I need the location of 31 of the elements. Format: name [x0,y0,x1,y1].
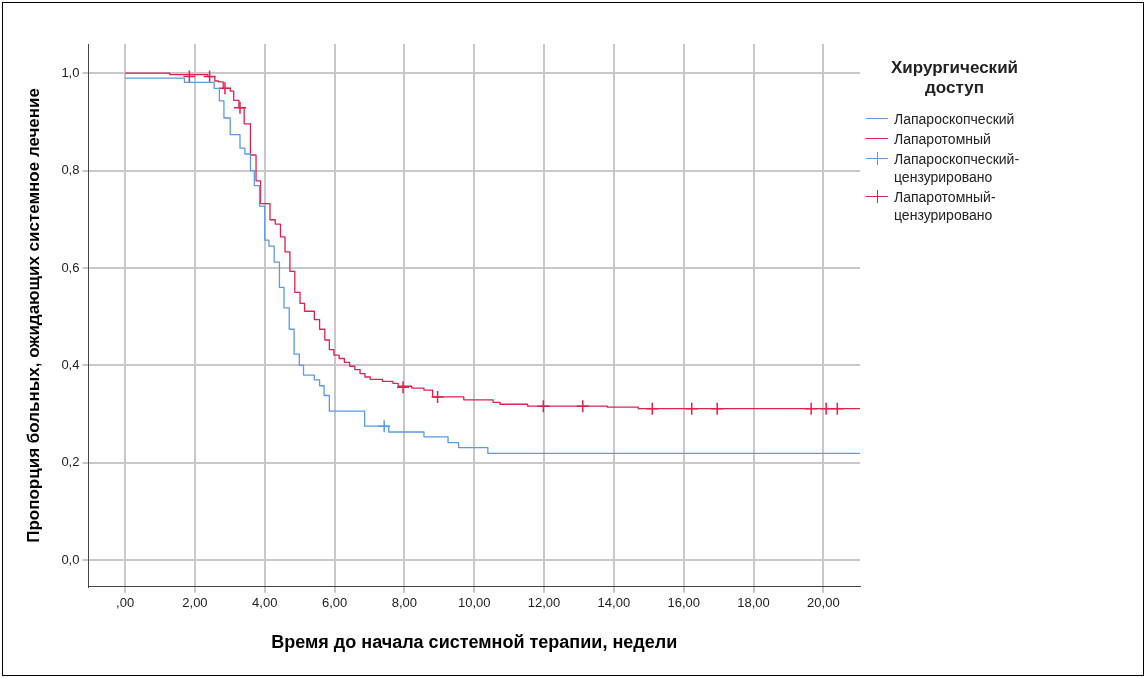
legend-label: Лапаротомный-цензурировано [894,188,997,224]
y-tick-label: 0,4 [61,356,80,372]
y-tick-label: 0,8 [61,162,80,178]
point [233,101,247,115]
point [536,399,551,413]
point [396,380,410,394]
x-axis-title: Время до начала системной терапии, недели [271,632,678,653]
x-tick-label: 12,00 [527,595,561,611]
y-axis-title: Пропорция больных, ожидающих системное лечение [23,88,43,543]
x-tick-label: 10,00 [457,595,491,611]
y-tick-label: 0,2 [61,454,80,470]
x-tick-label: 14,00 [597,595,631,611]
x-tick-label: 20,00 [807,595,840,611]
legend-title: Хирургический доступ [889,58,1020,98]
x-tick-label: 8,00 [391,595,418,611]
x-tick-label: 4,00 [252,595,278,611]
x-tick-label: 2,00 [182,595,208,611]
x-tick-label: 6,00 [321,595,348,611]
legend-label: Лапароскопческий-цензурировано [894,150,1021,186]
y-tick-label: 0,0 [61,551,80,567]
x-tick-label: ,00 [116,595,135,611]
point [182,69,197,84]
x-tick-label: 16,00 [667,595,700,611]
y-tick-label: 1,0 [61,64,80,80]
x-tick-label: 18,00 [737,595,770,611]
legend-label: Лапароскопческий [894,110,1015,128]
point [377,419,391,433]
point [202,69,217,84]
legend-label: Лапаротомный [894,130,991,148]
point [576,399,590,413]
y-tick-label: 0,6 [61,259,80,275]
